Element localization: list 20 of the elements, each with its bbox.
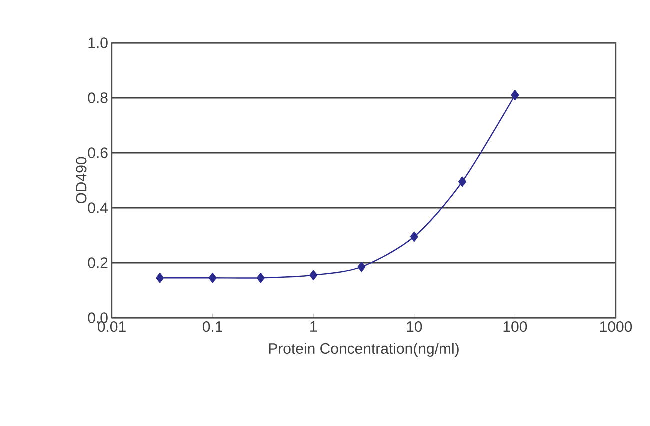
y-tick-label: 1.0: [88, 38, 108, 48]
x-tick-label: 0.1: [202, 322, 222, 332]
y-tick-label: 0.8: [88, 92, 108, 104]
x-tick-label: 10: [407, 322, 422, 332]
x-tick-label: 1: [310, 322, 318, 332]
point: [410, 232, 418, 242]
y-tick-label: 0.0: [88, 312, 108, 324]
point: [511, 90, 520, 100]
x-axis-title: Protein Concentration(ng/ml): [269, 343, 459, 357]
point: [156, 273, 164, 284]
y-tick-label: 0.2: [88, 258, 108, 268]
y-axis-title: OD490: [76, 157, 87, 204]
x-tick-label: 100: [504, 322, 528, 332]
point: [310, 270, 318, 280]
x-tick-label: 1000: [600, 322, 632, 332]
x-tick-label: 0.01: [98, 322, 126, 332]
y-tick-label: 0.4: [88, 202, 108, 214]
point: [358, 262, 366, 272]
y-tick-label: 0.6: [88, 148, 108, 158]
point: [256, 273, 265, 284]
